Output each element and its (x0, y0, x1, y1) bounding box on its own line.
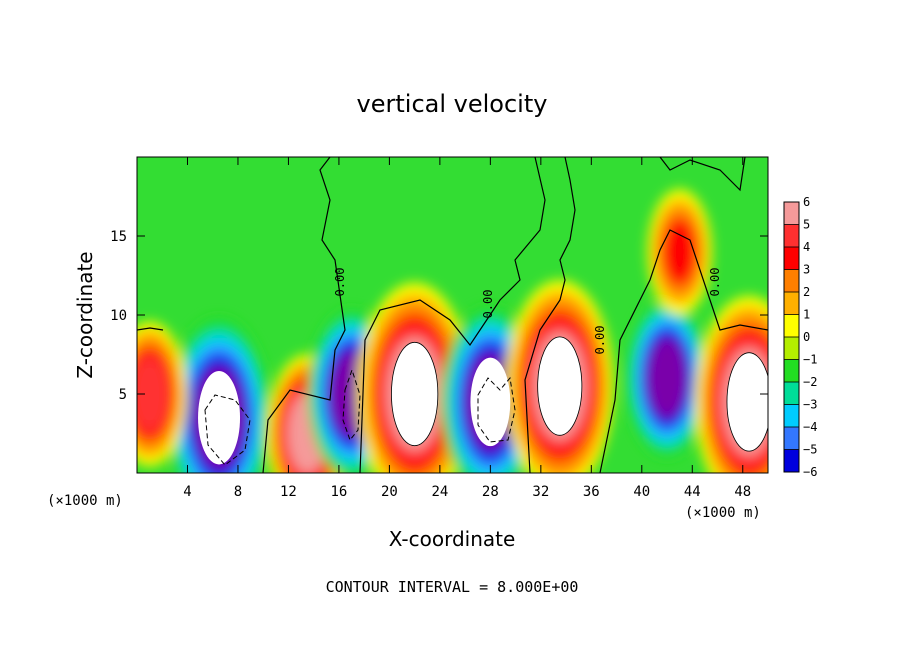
y-tick-label: 5 (119, 387, 127, 403)
colorbar-tick-label: −5 (803, 443, 817, 457)
colorbar-segment (784, 292, 799, 315)
colorbar-segment (784, 449, 799, 473)
core-layer (198, 336, 768, 465)
plot-area (137, 157, 768, 473)
contour-label: 0.00 (333, 268, 347, 297)
negative-contour-dashed (204, 368, 516, 466)
field-band (647, 338, 687, 419)
x-tick-label: 12 (280, 484, 297, 500)
colorbar-tick-label: 5 (803, 218, 810, 232)
colorbar-segment (784, 247, 799, 270)
x-axis-title: X-coordinate (389, 527, 516, 551)
y-axis-ticks: 5 10 15 (110, 229, 768, 403)
x-tick-label: 48 (734, 484, 751, 500)
colorbar-segment (784, 404, 799, 428)
colorbar: 6 5 4 3 2 1 0 −1 −2 −3 −4 −5 −6 (783, 195, 817, 479)
contour-label: 0.00 (481, 290, 495, 319)
contour-interval-note: CONTOUR INTERVAL = 8.000E+00 (326, 578, 579, 596)
x-unit-left: (×1000 m) (47, 493, 123, 509)
colorbar-tick-label: −2 (803, 375, 817, 389)
contour-label: 0.00 (593, 326, 607, 355)
colorbar-segment (784, 314, 799, 338)
x-tick-label: 20 (381, 484, 398, 500)
zero-contour-line (137, 157, 768, 473)
x-tick-label: 36 (583, 484, 600, 500)
contour-label: 0.00 (708, 268, 722, 297)
colorbar-tick-label: 6 (803, 195, 810, 209)
colorbar-segment (784, 382, 799, 405)
chart-title: vertical velocity (357, 90, 548, 118)
colorbar-segment (784, 202, 799, 225)
y-axis-title: Z-coordinate (73, 251, 97, 378)
colorbar-tick-label: 3 (803, 263, 810, 277)
field-band (137, 356, 169, 432)
field-core (537, 336, 583, 436)
x-axis-ticks: 4 8 12 16 20 24 28 32 36 40 44 48 (183, 157, 751, 500)
colorbar-segment (784, 359, 799, 383)
colorbar-tick-label: −4 (803, 420, 817, 434)
x-unit-right: (×1000 m) (685, 505, 761, 521)
colorbar-tick-label: 4 (803, 240, 810, 254)
field-core (198, 370, 241, 465)
colorbar-segment (784, 224, 799, 248)
field-core (391, 341, 439, 447)
field-band (663, 218, 697, 286)
colorbar-tick-label: −6 (803, 465, 817, 479)
field-core (470, 357, 511, 447)
x-tick-label: 44 (684, 484, 701, 500)
colorbar-tick-label: 0 (803, 330, 810, 344)
x-tick-label: 16 (330, 484, 347, 500)
colorbar-tick-label: −1 (803, 353, 817, 367)
x-tick-label: 28 (482, 484, 499, 500)
x-tick-label: 4 (183, 484, 191, 500)
colorbar-tick-label: −3 (803, 398, 817, 412)
field-core (726, 352, 768, 452)
colorbar-tick-label: 1 (803, 308, 810, 322)
colorbar-tick-label: 2 (803, 285, 810, 299)
y-tick-label: 10 (110, 308, 127, 324)
colorbar-segment (784, 269, 799, 293)
x-tick-label: 40 (633, 484, 650, 500)
x-tick-label: 32 (532, 484, 549, 500)
x-tick-label: 24 (431, 484, 448, 500)
y-tick-label: 15 (110, 229, 127, 245)
colorbar-segment (784, 337, 799, 360)
x-tick-label: 8 (234, 484, 242, 500)
colorbar-segment (784, 427, 799, 450)
